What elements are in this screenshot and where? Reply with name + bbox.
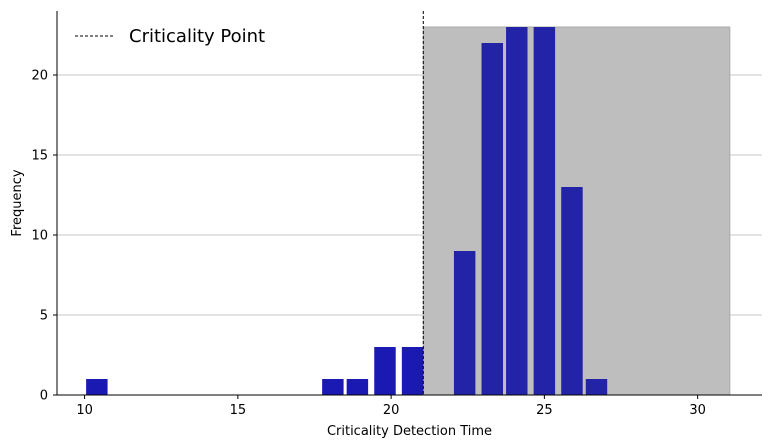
- y-tick-label: 20: [31, 69, 48, 84]
- histogram-bar: [506, 27, 528, 395]
- ticks: 10 15 20 25 30 0 5 10 15 20: [31, 69, 705, 419]
- histogram-bar: [533, 27, 556, 395]
- histogram-bar: [561, 187, 583, 395]
- histogram-bar: [453, 251, 476, 395]
- x-tick-label: 20: [383, 403, 400, 418]
- histogram-bar: [374, 347, 396, 395]
- y-axis-label: Frequency: [10, 169, 25, 236]
- y-tick-label: 10: [31, 229, 48, 244]
- histogram-bar: [401, 347, 424, 395]
- histogram-bar: [322, 379, 344, 395]
- y-tick-label: 0: [40, 389, 48, 404]
- y-tick-label: 5: [40, 309, 48, 324]
- legend: Criticality Point: [75, 26, 265, 47]
- x-tick-label: 30: [689, 403, 706, 418]
- bars: [86, 27, 608, 395]
- x-axis-label: Criticality Detection Time: [327, 424, 492, 439]
- histogram-bar: [481, 43, 503, 395]
- x-tick-label: 10: [76, 403, 93, 418]
- y-tick-label: 15: [31, 149, 48, 164]
- histogram-bar: [346, 379, 369, 395]
- histogram-bar: [86, 379, 108, 395]
- x-tick-label: 25: [536, 403, 553, 418]
- histogram-bar: [585, 379, 608, 395]
- legend-label: Criticality Point: [129, 26, 265, 47]
- x-tick-label: 15: [230, 403, 247, 418]
